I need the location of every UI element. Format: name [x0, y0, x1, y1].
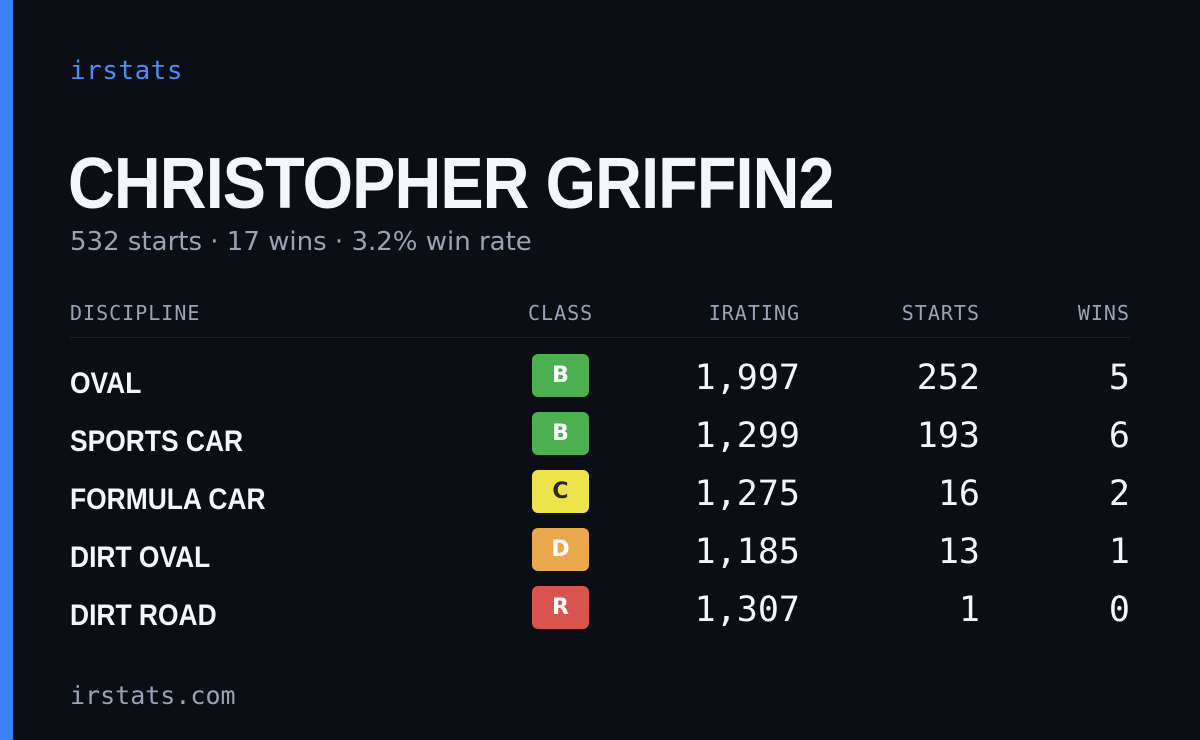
brand-logo: irstats [70, 56, 184, 86]
starts-value: 16 [937, 474, 980, 514]
wins-value: 1 [1108, 532, 1130, 572]
table-row: SPORTS CAR B 1,299 193 6 [70, 410, 1130, 468]
header-class: CLASS [528, 301, 594, 325]
discipline-name: DIRT OVAL [70, 541, 211, 574]
discipline-name: SPORTS CAR [70, 425, 244, 458]
header-wins: WINS [1077, 301, 1130, 325]
class-badge: B [532, 412, 589, 455]
wins-value: 0 [1108, 590, 1130, 630]
irating-value: 1,185 [694, 532, 800, 572]
class-badge: C [532, 470, 589, 513]
wins-value: 2 [1108, 474, 1130, 514]
starts-value: 252 [916, 358, 980, 398]
irating-value: 1,307 [694, 590, 800, 630]
table-row: OVAL B 1,997 252 5 [70, 352, 1130, 410]
class-badge: R [532, 586, 589, 629]
irating-value: 1,997 [694, 358, 800, 398]
accent-bar [0, 0, 13, 740]
table-row: DIRT ROAD R 1,307 1 0 [70, 584, 1130, 642]
starts-value: 13 [937, 532, 980, 572]
header-starts: STARTS [901, 301, 980, 325]
table-row: DIRT OVAL D 1,185 13 1 [70, 526, 1130, 584]
discipline-name: FORMULA CAR [70, 483, 266, 516]
discipline-name: OVAL [70, 367, 142, 400]
footer-url[interactable]: irstats.com [70, 681, 236, 710]
header-discipline: DISCIPLINE [70, 301, 201, 325]
discipline-name: DIRT ROAD [70, 599, 217, 632]
table-row: FORMULA CAR C 1,275 16 2 [70, 468, 1130, 526]
irating-value: 1,299 [694, 416, 800, 456]
starts-value: 1 [958, 590, 980, 630]
driver-summary: 532 starts · 17 wins · 3.2% win rate [70, 227, 532, 257]
irating-value: 1,275 [694, 474, 800, 514]
driver-name: CHRISTOPHER GRIFFIN2 [68, 144, 835, 224]
header-irating: IRATING [708, 301, 800, 325]
wins-value: 5 [1108, 358, 1130, 398]
wins-value: 6 [1108, 416, 1130, 456]
class-badge: D [532, 528, 589, 571]
starts-value: 193 [916, 416, 980, 456]
stats-table: OVAL B 1,997 252 5 SPORTS CAR B 1,299 19… [70, 352, 1130, 642]
table-header: DISCIPLINE CLASS IRATING STARTS WINS [70, 300, 1130, 338]
class-badge: B [532, 354, 589, 397]
